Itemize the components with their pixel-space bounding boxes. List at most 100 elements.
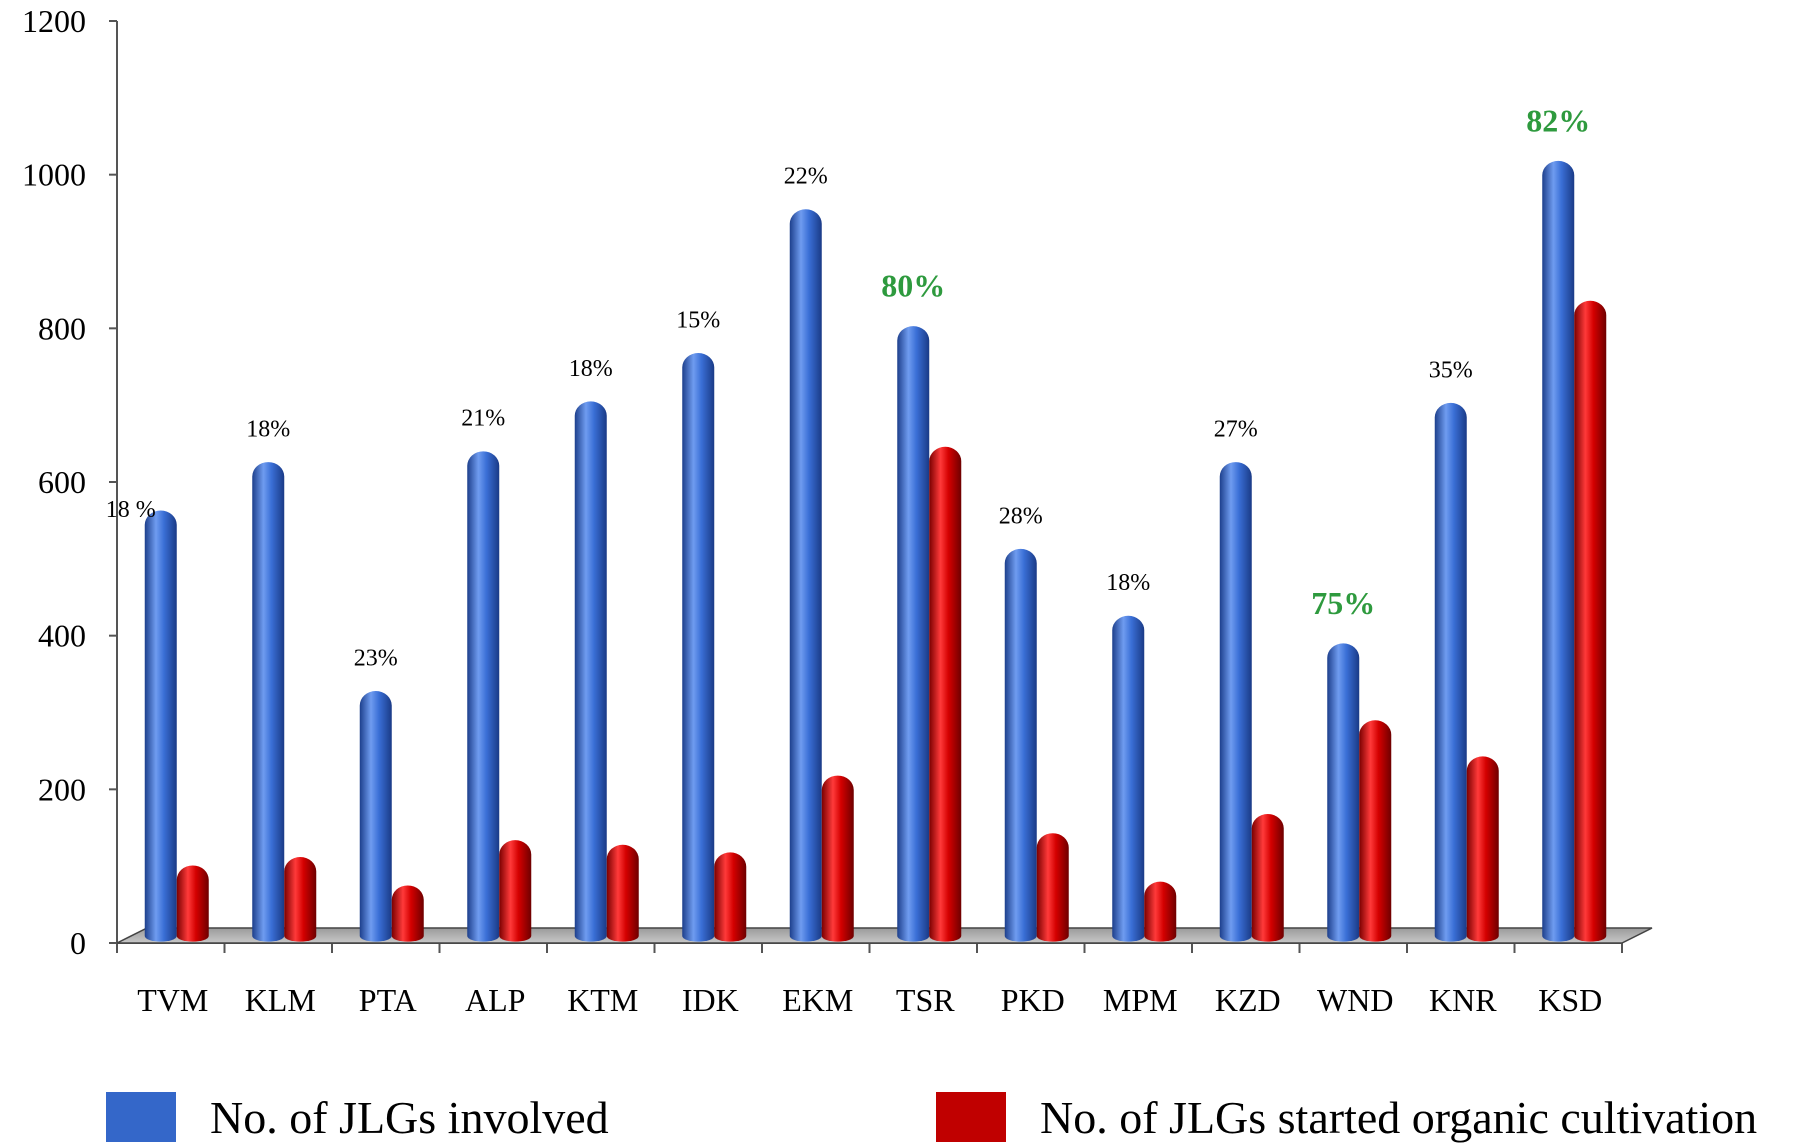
bar-organic-cultivation-pta-body xyxy=(391,885,424,942)
bar-jlgs-involved-tvm xyxy=(144,510,177,942)
bar-jlgs-involved-klm-body xyxy=(252,462,285,942)
y-tick-label: 800 xyxy=(38,310,86,346)
annotation-ekm: 22% xyxy=(784,164,828,190)
bar-jlgs-involved-kzd-body xyxy=(1219,462,1252,942)
x-tick-label-alp: ALP xyxy=(465,982,525,1018)
bar-organic-cultivation-ktm-body xyxy=(606,844,639,942)
bar-organic-cultivation-klm xyxy=(284,857,317,942)
bar-jlgs-involved-ktm-body xyxy=(574,401,607,942)
bar-jlgs-involved-ksd-body xyxy=(1542,160,1575,942)
bar-jlgs-involved-mpm-body xyxy=(1112,615,1145,942)
annotation-pkd: 28% xyxy=(999,503,1043,529)
annotation-tvm: 18 % xyxy=(106,497,156,523)
x-tick-label-ktm: KTM xyxy=(567,982,638,1018)
x-tick-label-idk: IDK xyxy=(682,982,739,1018)
bar-organic-cultivation-kzd-body xyxy=(1251,813,1284,942)
bar-jlgs-involved-alp-body xyxy=(467,451,500,942)
x-tick-label-klm: KLM xyxy=(245,982,316,1018)
bar-organic-cultivation-ktm xyxy=(606,844,639,942)
bar-organic-cultivation-knr xyxy=(1466,756,1499,942)
y-tick-label: 1000 xyxy=(22,157,86,193)
bar-organic-cultivation-idk xyxy=(714,852,747,942)
bar-jlgs-involved-pkd-body xyxy=(1004,548,1037,942)
bar-jlgs-involved-alp xyxy=(467,451,500,942)
annotation-ksd: 82% xyxy=(1526,102,1590,138)
annotation-alp: 21% xyxy=(461,406,505,432)
bar-organic-cultivation-kzd xyxy=(1251,813,1284,942)
bar-jlgs-involved-ksd xyxy=(1542,160,1575,942)
annotation-kzd: 27% xyxy=(1214,416,1258,442)
floor-plane xyxy=(116,927,1653,944)
y-tick-label: 0 xyxy=(70,925,86,961)
annotation-pta: 23% xyxy=(354,645,398,671)
y-tick-label: 200 xyxy=(38,771,86,807)
legend-label: No. of JLGs involved xyxy=(210,1091,609,1143)
bar-jlgs-involved-ekm-body xyxy=(789,209,822,942)
bar-jlgs-involved-wnd xyxy=(1327,643,1360,942)
annotation-tsr: 80% xyxy=(881,267,945,303)
annotation-ktm: 18% xyxy=(569,356,613,382)
x-tick-label-kzd: KZD xyxy=(1215,982,1281,1018)
bars xyxy=(144,160,1607,942)
x-tick-label-pkd: PKD xyxy=(1001,982,1065,1018)
bar-jlgs-involved-knr-body xyxy=(1434,402,1467,942)
bar-organic-cultivation-alp-body xyxy=(499,840,532,942)
bar-jlgs-involved-mpm xyxy=(1112,615,1145,942)
y-tick-label: 1200 xyxy=(22,3,86,39)
bar-organic-cultivation-tvm-body xyxy=(176,865,209,942)
legend-swatch-red xyxy=(936,1092,1006,1142)
annotation-wnd: 75% xyxy=(1311,585,1375,621)
legend-item-organic-cultivation: No. of JLGs started organic cultivation xyxy=(936,1091,1758,1143)
bar-organic-cultivation-pkd-body xyxy=(1036,833,1069,942)
bar-organic-cultivation-mpm-body xyxy=(1144,881,1177,942)
bar-jlgs-involved-pta xyxy=(359,691,392,942)
bar-organic-cultivation-pta xyxy=(391,885,424,942)
bar-jlgs-involved-idk-body xyxy=(682,352,715,942)
bar-organic-cultivation-wnd xyxy=(1359,720,1392,942)
bar-jlgs-involved-tsr-body xyxy=(897,326,930,942)
bar-organic-cultivation-tsr xyxy=(929,446,962,942)
bar-jlgs-involved-ktm xyxy=(574,401,607,942)
bar-organic-cultivation-ksd-body xyxy=(1574,300,1607,942)
x-tick-label-knr: KNR xyxy=(1429,982,1497,1018)
bar-organic-cultivation-ekm-body xyxy=(821,775,854,942)
bar-jlgs-involved-klm xyxy=(252,462,285,942)
bar-organic-cultivation-wnd-body xyxy=(1359,720,1392,942)
chart-floor xyxy=(116,927,1653,944)
bar-organic-cultivation-knr-body xyxy=(1466,756,1499,942)
bar-jlgs-involved-pta-body xyxy=(359,691,392,942)
bar-jlgs-involved-tvm-body xyxy=(144,510,177,942)
legend-label: No. of JLGs started organic cultivation xyxy=(1040,1091,1758,1143)
annotation-klm: 18% xyxy=(246,416,290,442)
x-tick-label-tvm: TVM xyxy=(137,982,208,1018)
axes: 0 200 400 600 800 1000 1200 xyxy=(22,3,1623,961)
bar-jlgs-involved-pkd xyxy=(1004,548,1037,942)
x-tick-label-ekm: EKM xyxy=(782,982,853,1018)
bar-jlgs-involved-ekm xyxy=(789,209,822,942)
bar-jlgs-involved-kzd xyxy=(1219,462,1252,942)
bar-jlgs-involved-wnd-body xyxy=(1327,643,1360,942)
bar-organic-cultivation-mpm xyxy=(1144,881,1177,942)
bar-organic-cultivation-tvm xyxy=(176,865,209,942)
x-tick-label-pta: PTA xyxy=(359,982,417,1018)
bar-organic-cultivation-tsr-body xyxy=(929,446,962,942)
annotation-mpm: 18% xyxy=(1106,570,1150,596)
bar-jlgs-involved-knr xyxy=(1434,402,1467,942)
bar-organic-cultivation-ksd xyxy=(1574,300,1607,942)
annotation-idk: 15% xyxy=(676,307,720,333)
bar-organic-cultivation-ekm xyxy=(821,775,854,942)
bar-organic-cultivation-pkd xyxy=(1036,833,1069,942)
y-tick-label: 600 xyxy=(38,464,86,500)
legend-item-jlgs-involved: No. of JLGs involved xyxy=(106,1091,609,1143)
x-tick-label-mpm: MPM xyxy=(1103,982,1178,1018)
x-tick-label-tsr: TSR xyxy=(896,982,955,1018)
labels: TVM 18 % KLM 18% PTA 23% ALP 21% KTM 18% IDK 15% EKM… xyxy=(106,102,1603,1018)
bar-organic-cultivation-idk-body xyxy=(714,852,747,942)
bar-jlgs-involved-idk xyxy=(682,352,715,942)
bar-organic-cultivation-klm-body xyxy=(284,857,317,942)
bar-jlgs-involved-tsr xyxy=(897,326,930,942)
legend-swatch-blue xyxy=(106,1092,176,1142)
annotation-knr: 35% xyxy=(1429,357,1473,383)
y-tick-label: 400 xyxy=(38,618,86,654)
